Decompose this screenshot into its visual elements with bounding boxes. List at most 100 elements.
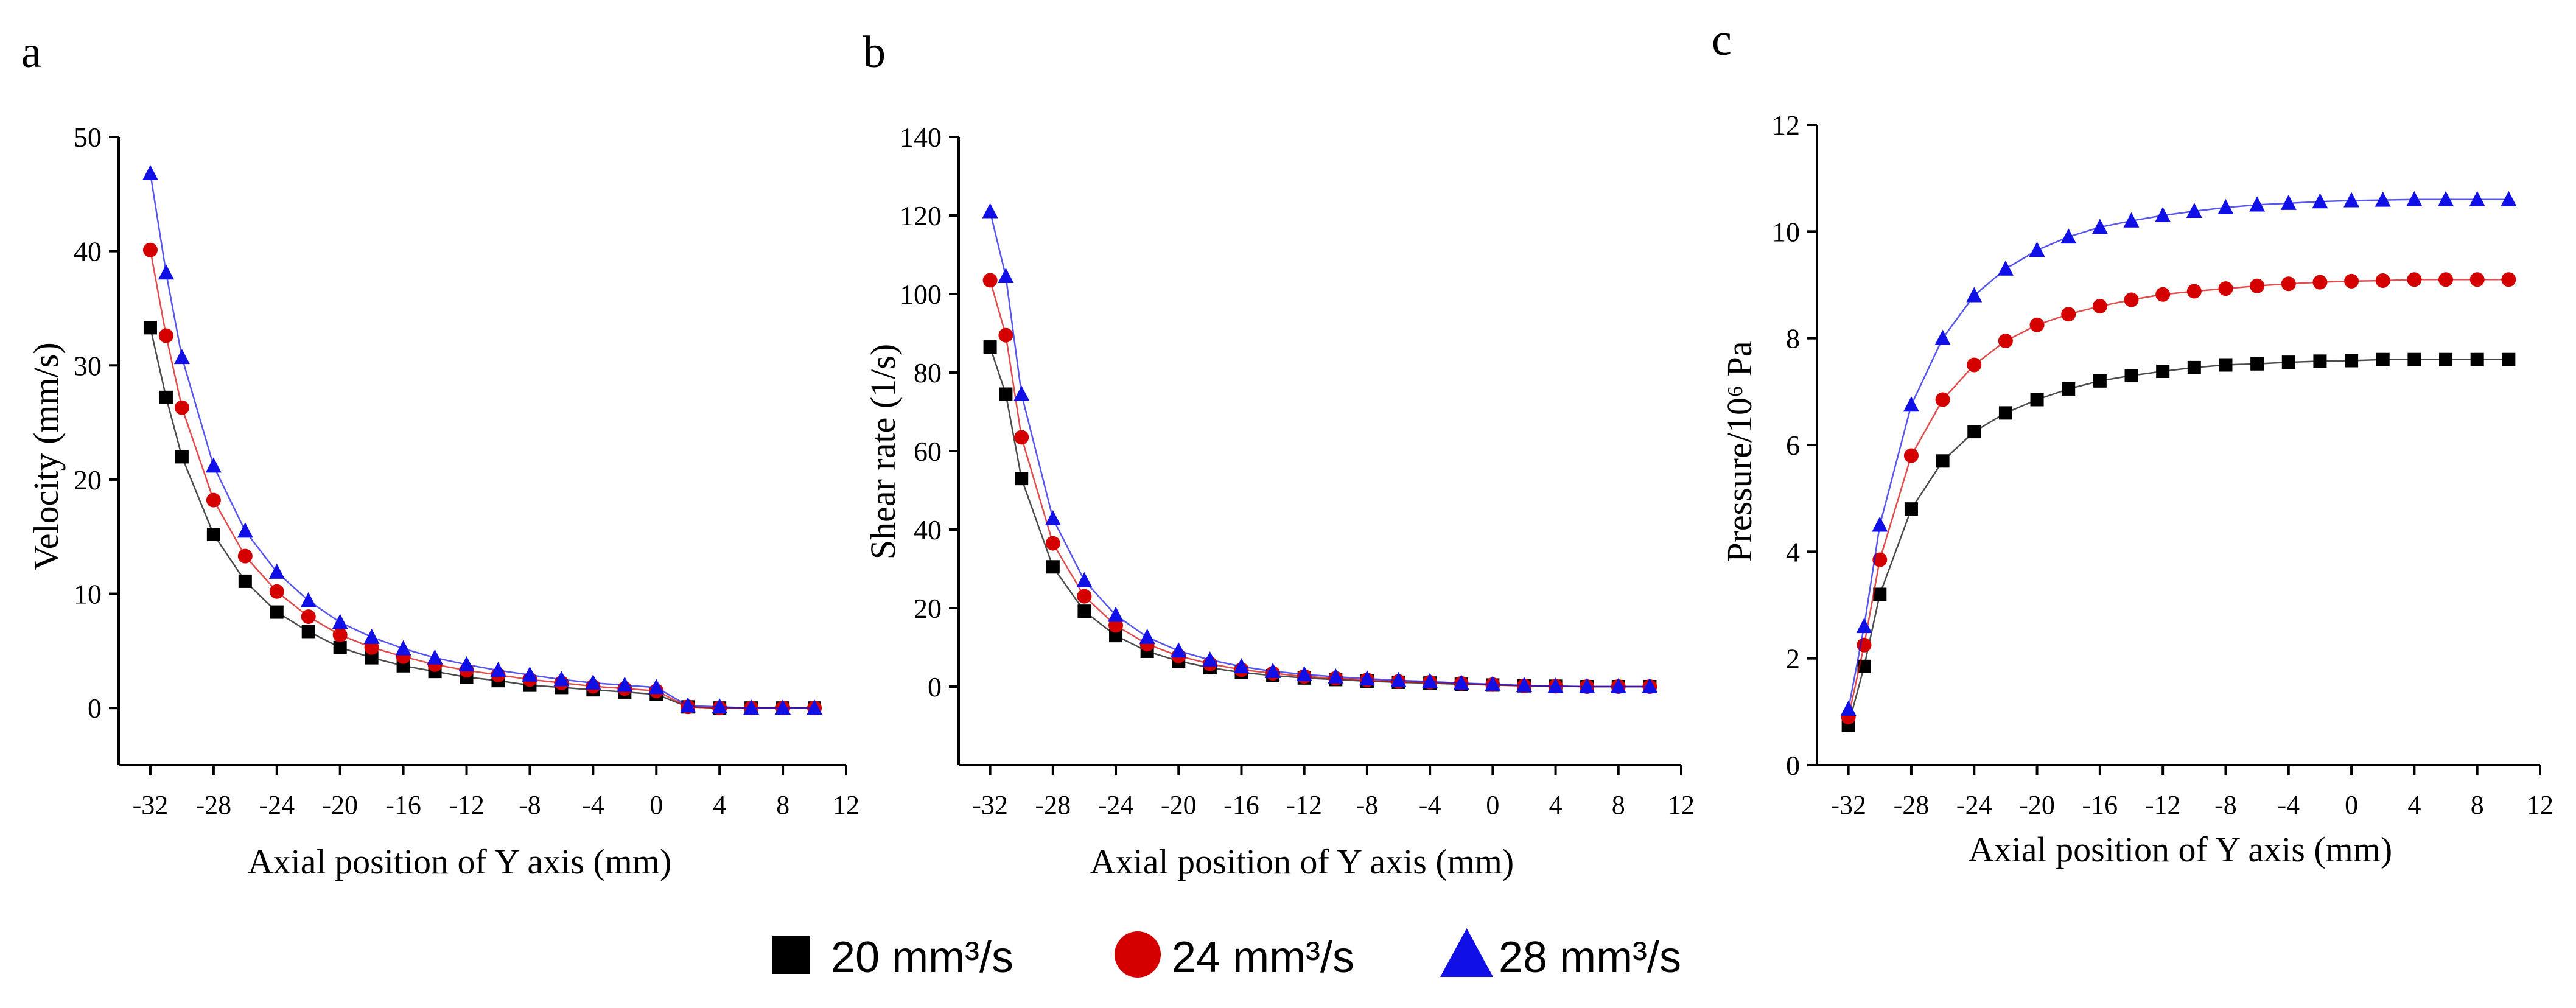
data-point-triangle xyxy=(712,698,728,714)
y-tick-label: 60 xyxy=(914,436,942,467)
data-point-triangle xyxy=(1642,678,1658,693)
y-tick-label: 6 xyxy=(1786,430,1800,461)
panel-b: b Axial position of Y axis (mm) Shear ra… xyxy=(863,27,1695,881)
data-point-circle xyxy=(2218,281,2233,296)
y-tick-label: 0 xyxy=(928,671,942,702)
y-axis-label: Velocity (mm/s) xyxy=(26,342,66,570)
data-point-triangle xyxy=(998,267,1014,283)
data-point-circle xyxy=(142,242,158,257)
y-tick-label: 30 xyxy=(74,350,102,381)
data-point-circle xyxy=(1903,448,1919,463)
data-point-circle xyxy=(1077,589,1092,604)
data-point-square xyxy=(2156,365,2170,379)
data-point-triangle xyxy=(1997,260,2014,276)
x-tick-label: 4 xyxy=(713,790,726,820)
data-point-circle xyxy=(301,609,316,625)
x-tick-label: 4 xyxy=(2407,790,2421,820)
data-point-circle xyxy=(2501,272,2516,287)
data-point-triangle xyxy=(1076,572,1093,587)
data-point-triangle xyxy=(2123,212,2140,228)
data-point-circle xyxy=(2092,299,2107,314)
data-point-triangle xyxy=(1966,287,1983,303)
data-point-square xyxy=(2313,354,2327,368)
y-axis-label: Shear rate (1/s) xyxy=(863,344,903,559)
data-point-triangle xyxy=(2375,191,2391,207)
x-tick-label: 4 xyxy=(1549,790,1563,820)
data-point-square xyxy=(1015,472,1029,486)
data-point-circle xyxy=(2469,272,2485,287)
data-point-square xyxy=(2093,374,2107,388)
data-point-circle xyxy=(2186,284,2202,299)
data-point-triangle xyxy=(743,699,760,715)
data-point-triangle xyxy=(2060,228,2077,244)
x-tick-label: -16 xyxy=(1223,790,1259,820)
data-point-triangle xyxy=(1328,668,1344,684)
data-point-triangle xyxy=(2438,191,2454,206)
x-tick-label: -12 xyxy=(2145,790,2181,820)
data-point-square xyxy=(270,605,284,619)
data-point-square xyxy=(2376,352,2390,366)
x-tick-label: -12 xyxy=(449,790,485,820)
data-point-triangle xyxy=(268,563,285,579)
data-point-square xyxy=(206,527,220,541)
y-tick-label: 12 xyxy=(1772,110,1800,141)
x-tick-label: 0 xyxy=(2345,790,2358,820)
x-tick-label: -4 xyxy=(1419,790,1441,820)
x-tick-label: 8 xyxy=(1612,790,1625,820)
data-point-circle xyxy=(1998,334,2013,349)
x-tick-label: 8 xyxy=(2471,790,2484,820)
data-point-triangle xyxy=(1265,662,1281,678)
data-point-square xyxy=(2439,352,2453,366)
x-tick-label: -20 xyxy=(322,790,358,820)
legend-label: 24 mm³/s xyxy=(1172,933,1354,982)
data-point-triangle xyxy=(300,592,317,607)
y-tick-label: 120 xyxy=(900,200,942,231)
data-point-circle xyxy=(1872,552,1888,567)
y-tick-label: 20 xyxy=(74,464,102,495)
x-tick-label: -32 xyxy=(133,790,169,820)
data-point-triangle xyxy=(1108,606,1124,622)
data-point-triangle xyxy=(2312,193,2328,209)
data-point-square xyxy=(2345,354,2359,368)
y-axis-label: Pressure/10⁶ Pa xyxy=(1720,341,1759,562)
y-tick-label: 2 xyxy=(1786,643,1800,674)
x-tick-label: -24 xyxy=(259,790,295,820)
triangle-marker-icon xyxy=(1440,928,1493,977)
data-point-square xyxy=(301,625,315,639)
data-point-circle xyxy=(1935,392,1950,407)
data-point-triangle xyxy=(553,671,570,687)
legend: 20 mm³/s 24 mm³/s 28 mm³/s xyxy=(772,928,1681,982)
x-tick-label: 12 xyxy=(2527,790,2553,820)
data-point-triangle xyxy=(205,457,222,473)
panel-c: c Axial position of Y axis (mm) Pressure… xyxy=(1712,15,2553,869)
x-tick-label: -8 xyxy=(519,790,541,820)
y-tick-label: 0 xyxy=(88,693,102,724)
data-point-square xyxy=(143,321,157,335)
y-tick-label: 40 xyxy=(74,236,102,267)
data-point-circle xyxy=(982,273,998,288)
panel-label: b xyxy=(863,27,886,77)
data-point-square xyxy=(2407,352,2421,366)
x-tick-label: -28 xyxy=(1894,790,1930,820)
data-point-circle xyxy=(1014,430,1029,445)
data-point-triangle xyxy=(1233,658,1250,674)
data-point-circle xyxy=(998,327,1013,343)
x-tick-label: -16 xyxy=(2082,790,2118,820)
data-point-triangle xyxy=(680,697,696,713)
data-point-circle xyxy=(2375,273,2390,288)
x-tick-label: -32 xyxy=(972,790,1008,820)
data-point-triangle xyxy=(173,349,190,365)
plot-area: -32 -28 -24 -20 -16 -12 -8 -4 0 4 8 12 0 10 20 30 40 50 xyxy=(74,122,859,820)
data-point-triangle xyxy=(332,614,348,629)
y-tick-label: 4 xyxy=(1786,536,1800,567)
panel-a: a Axial position of Y axis (mm) Velocity… xyxy=(21,27,859,881)
data-point-triangle xyxy=(2155,207,2171,223)
legend-label: 20 mm³/s xyxy=(831,933,1013,982)
data-point-circle xyxy=(332,628,348,643)
y-tick-label: 20 xyxy=(914,593,942,624)
data-point-triangle xyxy=(363,628,380,644)
data-point-square xyxy=(1873,587,1887,601)
data-point-triangle xyxy=(2343,192,2360,208)
data-point-circle xyxy=(2155,287,2171,302)
data-point-square xyxy=(2124,369,2138,383)
